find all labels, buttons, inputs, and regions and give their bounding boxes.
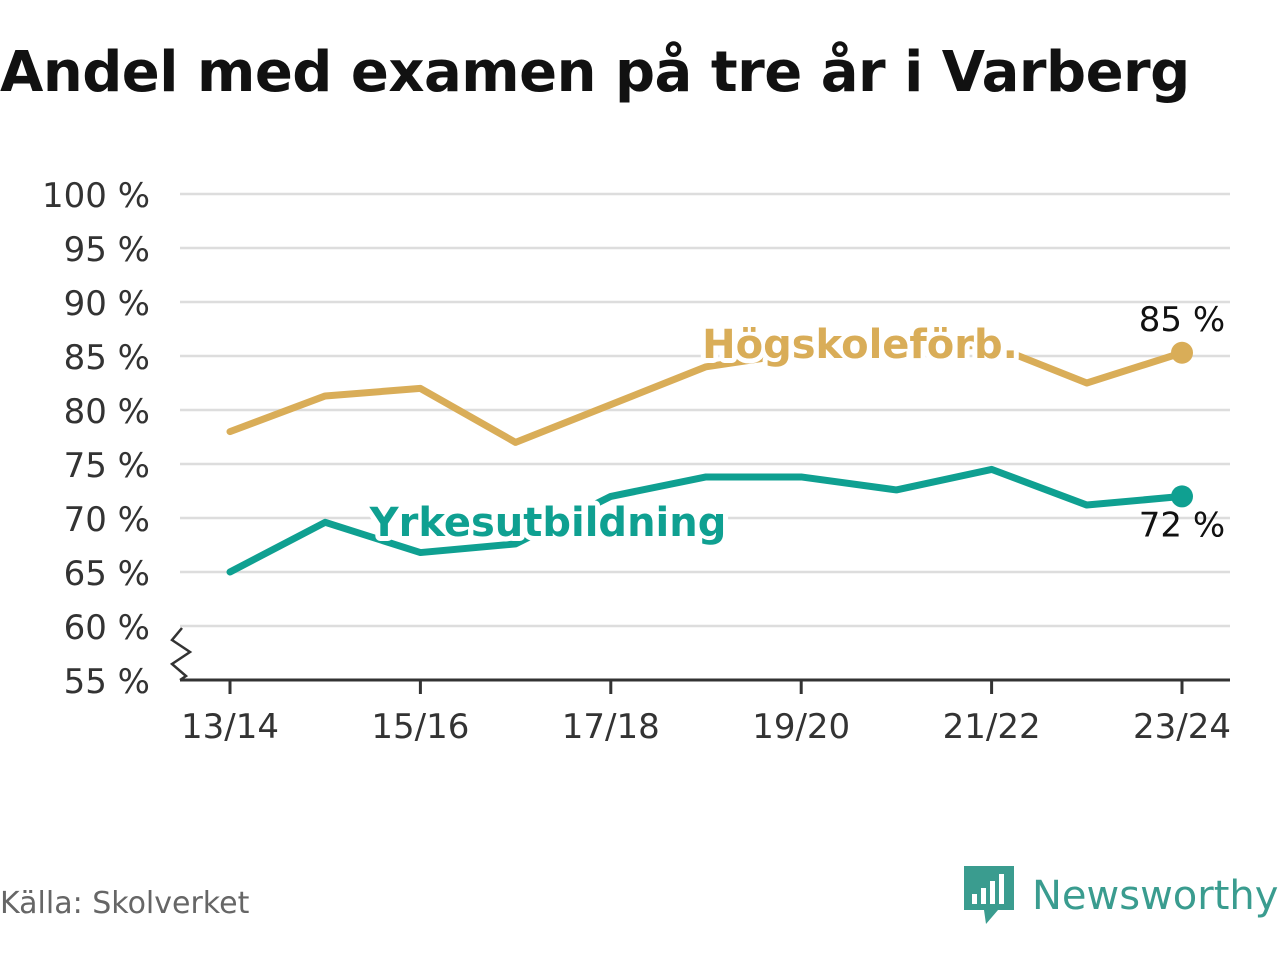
y-tick-label: 55 % xyxy=(64,662,150,702)
y-tick-label: 85 % xyxy=(64,338,150,378)
series-lines xyxy=(226,341,1193,576)
line-chart: 55 % 60 % 65 % 70 % 75 % 80 % 85 % 90 % 95 % 100 … xyxy=(42,176,1231,747)
source-note: Källa: Skolverket xyxy=(0,886,250,921)
y-tick-label: 90 % xyxy=(64,284,150,324)
y-tick-label: 70 % xyxy=(64,500,150,540)
brand-name: Newsworthy xyxy=(1032,873,1279,919)
y-tick-label: 75 % xyxy=(64,446,150,486)
series-end-label-1: 85 % xyxy=(1139,300,1225,340)
y-tick-label: 100 % xyxy=(42,176,150,216)
labels: 85 % Högskoleförb. 72 % Yrkesutbildning xyxy=(364,300,1226,551)
series-end-point-2 xyxy=(1171,485,1193,508)
axes: 55 % 60 % 65 % 70 % 75 % 80 % 85 % 90 % 95 % 100 … xyxy=(42,176,1231,747)
series-line-1 xyxy=(226,341,1186,446)
x-tick-label: 23/24 xyxy=(1133,707,1231,747)
newsworthy-logo-icon xyxy=(964,866,1014,924)
brand: Newsworthy xyxy=(964,866,1278,926)
series-name-label-2: Yrkesutbildning xyxy=(369,500,727,546)
y-tick-label: 65 % xyxy=(64,554,150,594)
x-tick-label: 19/20 xyxy=(752,707,850,747)
series-name-label-1: Högskoleförb. xyxy=(702,322,1018,368)
x-tick-label: 15/16 xyxy=(371,707,469,747)
x-tick-label: 17/18 xyxy=(562,707,660,747)
x-tick-label: 21/22 xyxy=(943,707,1041,747)
grid-lines xyxy=(180,192,1230,628)
y-tick-label: 60 % xyxy=(64,608,150,648)
series-line-2 xyxy=(226,465,1186,576)
series-end-label-2: 72 % xyxy=(1139,505,1225,545)
y-tick-label: 95 % xyxy=(64,230,150,270)
series-end-point-1 xyxy=(1171,341,1193,364)
y-tick-label: 80 % xyxy=(64,392,150,432)
axis-break-icon xyxy=(169,627,193,682)
x-tick-label: 13/14 xyxy=(181,707,279,747)
chart-title: Andel med examen på tre år i Varberg xyxy=(0,40,1190,105)
